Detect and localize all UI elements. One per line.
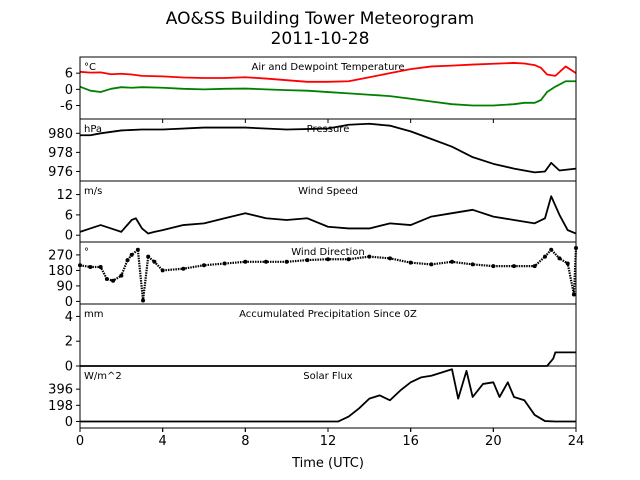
- panels: -606 °C Air and Dewpoint Temperature976978…: [48, 56, 585, 449]
- x-tick-label: 24: [568, 434, 585, 449]
- panel-pressure-ytick-label: 976: [48, 165, 73, 180]
- x-tick-label: 12: [320, 434, 337, 449]
- x-axis-label: Time (UTC): [291, 456, 364, 471]
- panel-solar-flux-unit: W/m^2: [84, 371, 122, 382]
- panel-pressure-ytick-label: 978: [48, 146, 73, 161]
- panel-wind-direction-ytick-label: 90: [56, 279, 73, 294]
- panel-wind-speed-title: Wind Speed: [298, 186, 358, 197]
- panel-wind-direction-unit: °: [84, 247, 89, 258]
- panel-pressure-pressure-line: [80, 122, 577, 174]
- panel-accumulated-precipitation-since-0z-unit: mm: [84, 309, 103, 320]
- panel-wind-direction-title: Wind Direction: [291, 247, 365, 258]
- panel-pressure-ytick-label: 980: [48, 127, 73, 142]
- panel-solar-flux-title: Solar Flux: [303, 371, 353, 382]
- panel-accumulated-precipitation-since-0z-ytick-label: 0: [65, 360, 73, 375]
- panel-pressure-title: Pressure: [307, 124, 350, 135]
- panel-wind-speed-ytick-label: 12: [56, 188, 73, 203]
- x-tick-label: 20: [485, 434, 502, 449]
- figure-title: AO&SS Building Tower Meteorogram: [166, 9, 474, 29]
- panel-wind-speed-ytick-label: 6: [65, 208, 73, 223]
- panel-air-and-dewpoint-temperature-ytick-label: 0: [65, 83, 73, 98]
- panel-wind-direction-ytick-label: 180: [48, 264, 73, 279]
- figure-date: 2011-10-28: [271, 29, 370, 49]
- panel-accumulated-precipitation-since-0z-ytick-label: 4: [65, 310, 73, 325]
- panel-wind-speed-wind-speed-line: [79, 195, 577, 235]
- panel-pressure-unit: hPa: [84, 124, 102, 135]
- x-tick-label: 0: [76, 434, 84, 449]
- panel-accumulated-precipitation-since-0z-ytick-label: 2: [65, 335, 73, 350]
- panel-wind-speed-ytick-label: 0: [65, 229, 73, 244]
- panel-air-and-dewpoint-temperature: -606 °C Air and Dewpoint Temperature: [60, 56, 577, 123]
- panel-wind-direction-ytick-label: 270: [48, 248, 73, 263]
- panel-accumulated-precipitation-since-0z-title: Accumulated Precipitation Since 0Z: [239, 309, 417, 320]
- panel-solar-flux-ytick-label: 396: [48, 383, 73, 398]
- panel-accumulated-precipitation-since-0z-accumulated-precipitation-line: [80, 351, 576, 367]
- x-tick-label: 4: [159, 434, 167, 449]
- panel-air-and-dewpoint-temperature-dewpoint-temperature-line: [79, 80, 576, 107]
- panel-wind-direction-ytick-label: 0: [65, 295, 73, 310]
- panel-accumulated-precipitation-since-0z: 0 2 4 mm Accumulated Precipitation Since 0Z: [65, 303, 577, 375]
- x-tick-label: 8: [241, 434, 249, 449]
- panel-air-and-dewpoint-temperature-unit: °C: [84, 62, 96, 73]
- panel-solar-flux-ytick-label: 198: [48, 399, 73, 414]
- panel-pressure: 976 978 980 hPa Pressure: [48, 118, 577, 182]
- panel-air-and-dewpoint-temperature-title: Air and Dewpoint Temperature: [252, 62, 405, 73]
- panel-wind-direction-wind-direction-trace: [79, 247, 578, 301]
- panel-solar-flux-ytick-label: 0: [65, 415, 73, 430]
- panel-air-and-dewpoint-temperature-ytick-label: -6: [60, 99, 73, 114]
- panel-solar-flux-solar-flux-line: [80, 368, 576, 423]
- panel-air-and-dewpoint-temperature-air-temperature-line: [79, 62, 577, 83]
- panel-wind-speed: 0 6 12 m/s Wind Speed: [56, 180, 577, 244]
- x-tick-label: 16: [402, 434, 419, 449]
- panel-air-and-dewpoint-temperature-ytick-label: 6: [65, 67, 73, 82]
- panel-wind-speed-unit: m/s: [84, 186, 102, 197]
